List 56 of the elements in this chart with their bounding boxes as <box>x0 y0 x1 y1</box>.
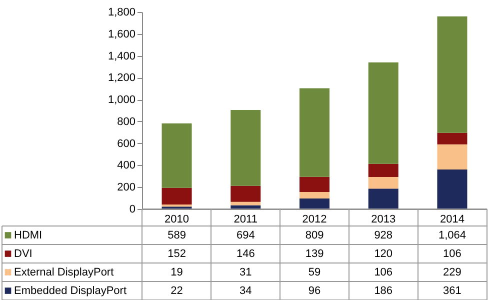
bar <box>368 62 398 164</box>
data-label: 146 <box>236 248 255 260</box>
data-label: 19 <box>170 266 183 278</box>
data-label: 186 <box>374 284 393 297</box>
y-tick-label: 600 <box>117 138 136 150</box>
bar <box>437 132 468 144</box>
bar <box>300 198 330 209</box>
bar <box>437 16 468 133</box>
x-tick-label: 2014 <box>440 214 464 226</box>
data-label: 22 <box>170 284 183 297</box>
data-label: 152 <box>168 248 186 260</box>
x-tick-label: 2012 <box>302 214 327 226</box>
y-tick-label: 1,800 <box>108 6 136 18</box>
data-label: 34 <box>240 284 252 297</box>
bar <box>300 88 330 177</box>
y-tick-label: 0 <box>129 204 136 216</box>
legend-label: DVI <box>14 248 32 260</box>
y-tick-label: 1,600 <box>108 28 136 40</box>
data-label: 31 <box>240 266 252 278</box>
bar <box>437 169 468 209</box>
bar <box>230 110 261 186</box>
data-label: 106 <box>443 248 462 260</box>
y-tick-label: 800 <box>117 116 136 128</box>
x-tick-label: 2011 <box>234 214 258 226</box>
data-label: 139 <box>305 248 324 260</box>
data-label: 59 <box>308 266 321 278</box>
bar <box>437 144 468 170</box>
y-tick-label: 1,200 <box>108 72 136 84</box>
bar <box>300 192 330 198</box>
bar <box>230 202 261 206</box>
data-label: 106 <box>374 266 393 278</box>
bar <box>368 164 398 178</box>
bar <box>230 186 261 202</box>
x-tick-label: 2010 <box>164 214 190 226</box>
bar <box>368 188 398 209</box>
legend-label: HDMI <box>14 229 42 242</box>
bar <box>368 177 398 189</box>
data-label: 1,064 <box>438 229 466 242</box>
y-tick-label: 200 <box>117 182 136 194</box>
x-tick-label: 2013 <box>371 214 396 226</box>
data-label: 96 <box>308 284 321 297</box>
bar <box>300 176 330 192</box>
y-tick-label: 1,000 <box>108 94 136 106</box>
bar <box>162 188 192 205</box>
data-label: 120 <box>374 248 393 260</box>
data-label: 809 <box>305 229 324 242</box>
y-tick-label: 400 <box>117 160 136 172</box>
bar <box>162 123 192 188</box>
data-label: 589 <box>168 229 186 242</box>
y-tick-label: 1,400 <box>108 50 136 62</box>
data-label: 361 <box>443 284 462 297</box>
data-label: 928 <box>374 229 393 242</box>
data-label: 229 <box>443 266 462 278</box>
legend-label: Embedded DisplayPort <box>14 284 127 297</box>
data-label: 694 <box>236 229 255 242</box>
legend-label: External DisplayPort <box>14 266 114 278</box>
